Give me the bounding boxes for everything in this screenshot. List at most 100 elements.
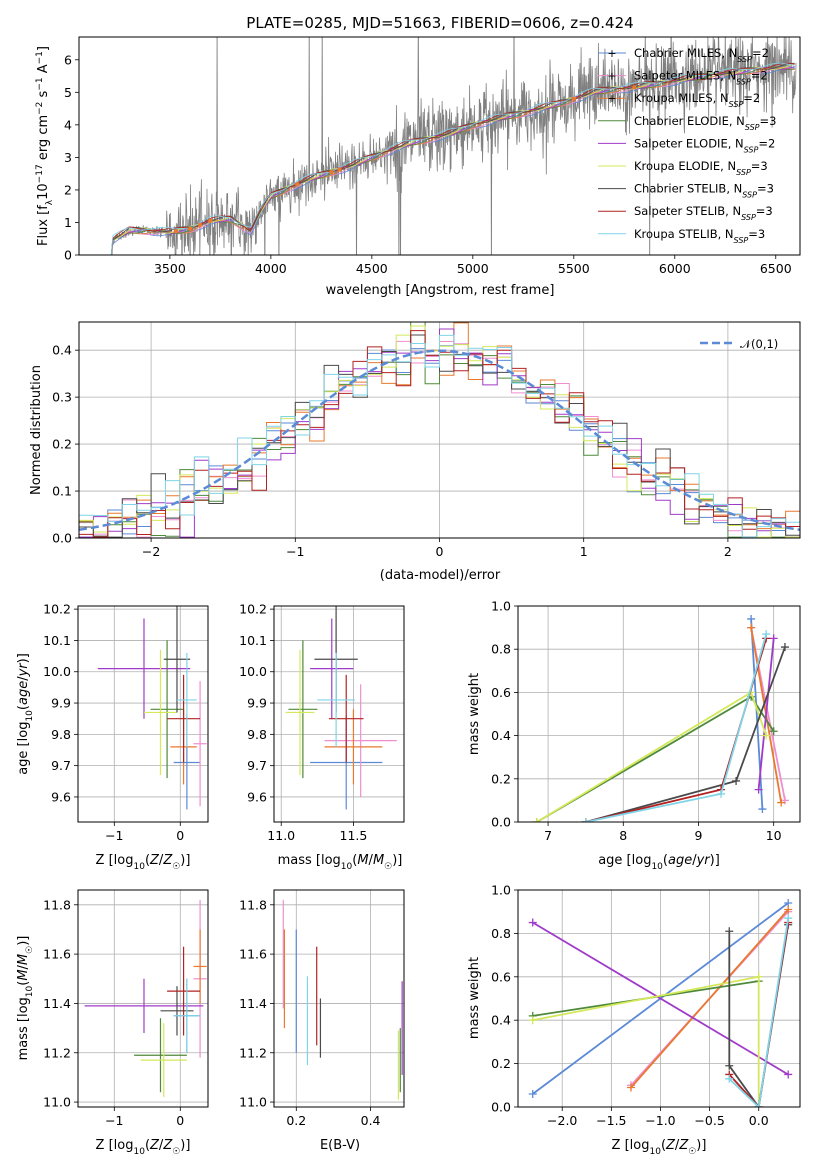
legend-label-n: =3 <box>751 159 768 173</box>
mass-weight-vs-age-frame <box>517 605 801 823</box>
mass-weight-vs-Z-marker-kroupa-stelib <box>784 914 793 923</box>
spectrum-ylabel-part: Flux [f <box>36 205 51 246</box>
mass-weight-vs-age-marker-chabrier-miles <box>758 805 767 814</box>
mass-vs-Z-xlabel-part: 10 <box>133 1147 145 1157</box>
mass-weight-vs-Z-marker-salpeter-elodie <box>784 1070 793 1079</box>
mass-weight-vs-Z-marker-salpeter-elodie <box>528 918 537 927</box>
charts-layer: 3500 4000 4500 5000 5500 6000 6500 0 1 2 3 4 5 6 wavel… <box>16 36 801 1157</box>
mass-vs-Z-ylabel-part: )] <box>16 936 31 946</box>
spectrum-marker <box>187 226 193 232</box>
legend-label-n: =3 <box>748 227 765 241</box>
legend-label-model: Chabrier STELIB, N <box>634 182 742 196</box>
mass-weight-vs-age-xlabel: age [log10(age/yr)] <box>598 853 720 872</box>
spectrum-ytick-label: 5 <box>64 85 72 100</box>
age-vs-mass-xlabel-part: M <box>357 853 368 868</box>
mass-weight-vs-Z-marker-kroupa-elodie <box>528 1016 537 1025</box>
mass-weight-vs-age-xtick-label: 10 <box>766 828 782 843</box>
mass-vs-Z-ylabel: mass [log10(M/M☉)] <box>16 936 35 1061</box>
age-vs-Z-xlabel: Z [log10(Z/Z☉)] <box>96 853 191 872</box>
legend-label-model: Salpeter STELIB, N <box>634 204 741 218</box>
mass-vs-Z-frame <box>77 889 209 1108</box>
mass-weight-vs-age-xlabel-part: age [log <box>598 853 651 868</box>
mass-weight-vs-age-ylabel: mass weight <box>467 673 482 755</box>
age-vs-mass-ytick-label: 10.1 <box>239 633 267 648</box>
mass-weight-vs-Z-xlabel-part: ( <box>661 1138 666 1153</box>
age-vs-mass-xlabel: mass [log10(M/M☉)] <box>278 853 403 872</box>
age-vs-Z-xlabel-part: Z <box>149 853 160 868</box>
mass-vs-Z-plot-area <box>84 899 207 1098</box>
legend-label-sub: SSP <box>729 100 744 109</box>
spectrum-xtick-label: 4500 <box>356 261 388 276</box>
mass-weight-vs-Z-xlabel: Z [log10(Z/Z☉)] <box>612 1138 707 1157</box>
age-vs-Z-plot-area <box>97 606 207 810</box>
residuals-ytick-label: 0.0 <box>52 531 72 546</box>
mass-weight-vs-Z-xlabel-part: )] <box>696 1138 706 1153</box>
legend-label-model: Kroupa MILES, N <box>634 91 729 105</box>
residuals-ytick-label: 0.3 <box>52 390 72 405</box>
mass-vs-Z-xlabel-part: Z <box>162 1138 173 1153</box>
age-vs-Z-frame <box>77 605 209 823</box>
mass-vs-ebv-xlabel: E(B-V) <box>320 1138 360 1153</box>
residuals-xtick-label: −2 <box>142 544 160 559</box>
mass-vs-Z-xlabel: Z [log10(Z/Z☉)] <box>96 1138 191 1157</box>
spectrum-plot-area <box>110 37 797 255</box>
age-vs-mass-ytick-label: 9.8 <box>247 727 267 742</box>
mass-weight-vs-Z-frame <box>517 889 801 1108</box>
normal-legend-label: 𝒩(0,1) <box>740 337 778 351</box>
mass-weight-vs-age-ytick-label: 0.8 <box>491 642 511 657</box>
age-vs-mass-ytick-label: 9.9 <box>247 696 267 711</box>
mass-vs-Z-xtick-label: −1 <box>105 1113 123 1128</box>
mass-weight-vs-age-marker-kroupa-stelib <box>581 818 590 822</box>
mass-vs-Z-ytick-label: 11.0 <box>43 1095 71 1110</box>
residuals-panel: −2 −1 0 1 2 0.0 0.1 0.2 0.3 0.4 𝒩(0,1) (data-model)… <box>29 321 801 583</box>
mass-weight-vs-Z-line-salpeter-elodie <box>532 921 789 1076</box>
age-vs-Z-ylabel-part: yr <box>16 662 31 678</box>
mass-weight-vs-Z-marker-kroupa-miles <box>626 1083 635 1092</box>
spectrum-ylabel-part: −1 <box>35 51 45 64</box>
age-vs-Z-ytick-label: 10.1 <box>43 633 71 648</box>
spectrum-xtick-label: 5000 <box>457 261 489 276</box>
normal-curve <box>79 349 800 532</box>
mass-weight-vs-age-marker-chabrier-stelib <box>780 643 789 652</box>
legend-label-chabrier-stelib: Chabrier STELIB, NSSP=3 <box>634 182 774 200</box>
residuals-ytick-label: 0.1 <box>52 484 72 499</box>
spectrum-ylabel-part: λ <box>45 199 55 205</box>
spectrum-ylabel-part: A <box>36 64 51 77</box>
age-vs-Z-xlabel-part: ( <box>145 853 150 868</box>
age-vs-mass-xlabel-part: ☉ <box>384 862 392 872</box>
age-vs-Z-xlabel-part: Z <box>162 853 173 868</box>
mass-weight-vs-Z-marker-chabrier-miles <box>528 1089 537 1098</box>
age-vs-mass-xlabel-part: )] <box>392 853 402 868</box>
mass-weight-vs-Z-xlabel-part: 10 <box>649 1147 661 1157</box>
residuals-xtick-label: 2 <box>724 544 732 559</box>
age-vs-mass-xtick-label: 11.0 <box>267 828 295 843</box>
mass-weight-vs-Z-marker-kroupa-stelib <box>725 1074 734 1083</box>
mass-weight-vs-Z-marker-kroupa-miles <box>784 905 793 914</box>
mass-weight-vs-age-marker-chabrier-miles <box>747 614 756 623</box>
legend-label-model: Kroupa STELIB, N <box>634 227 734 241</box>
mass-weight-vs-Z-marker-chabrier-stelib <box>725 1061 734 1070</box>
legend-label-sub: SSP <box>736 77 751 86</box>
mass-weight-vs-Z-xtick-label: 0.0 <box>749 1113 769 1128</box>
mass-weight-vs-age-xlabel-part: yr <box>696 853 712 868</box>
age-vs-mass-xlabel-part: 10 <box>341 862 353 872</box>
spectrum-xtick-label: 3500 <box>154 261 186 276</box>
age-vs-mass-xlabel-part: ( <box>352 853 357 868</box>
age-vs-mass-plot-area <box>285 606 397 810</box>
legend-label-sub: SSP <box>744 145 759 154</box>
age-vs-Z-xlabel-part: )] <box>180 853 190 868</box>
mass-weight-vs-age-marker-kroupa-elodie <box>532 818 541 822</box>
mass-weight-vs-age-xtick-label: 9 <box>695 828 703 843</box>
mass-vs-Z-ytick-label: 11.4 <box>43 996 71 1011</box>
mass-vs-Z-ylabel-part: M <box>16 969 31 980</box>
mass-vs-Z-xlabel-part: Z [log <box>96 1138 134 1153</box>
spectrum-ylabel-part: s <box>36 90 51 101</box>
mass-weight-vs-age-plot-area <box>532 614 789 822</box>
spectrum-ylabel-part: erg cm <box>36 115 51 164</box>
mass-vs-ebv-frame <box>273 889 405 1108</box>
age-vs-mass-ytick-label: 9.6 <box>247 789 267 804</box>
spectrum-ylabel: Flux [fλ10−17 erg cm−2 s−1 A−1] <box>35 46 55 246</box>
mass-weight-vs-Z-xtick-label: −2.0 <box>547 1113 577 1128</box>
mass-weight-vs-age-marker-kroupa-elodie <box>762 731 771 740</box>
